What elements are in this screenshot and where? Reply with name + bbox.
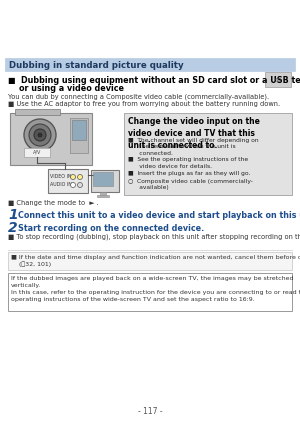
Text: ■ To stop recording (dubbing), stop playback on this unit after stopping recordi: ■ To stop recording (dubbing), stop play… <box>8 234 300 240</box>
Text: ■  Dubbing using equipment without an SD card slot or a USB terminal,: ■ Dubbing using equipment without an SD … <box>8 76 300 85</box>
Text: ■ Change the mode to  ► .: ■ Change the mode to ► . <box>8 200 99 206</box>
Bar <box>15 109 60 115</box>
Bar <box>48 169 88 193</box>
Text: Connect this unit to a video device and start playback on this unit.: Connect this unit to a video device and … <box>18 211 300 220</box>
Bar <box>5 58 295 71</box>
Text: Dubbing in standard picture quality: Dubbing in standard picture quality <box>9 61 184 70</box>
Bar <box>97 195 109 197</box>
Bar <box>91 170 119 192</box>
Bar <box>10 113 92 165</box>
Text: 1: 1 <box>8 208 18 222</box>
Text: Start recording on the connected device.: Start recording on the connected device. <box>18 224 204 233</box>
Circle shape <box>77 175 83 179</box>
Bar <box>24 148 50 157</box>
Text: ■  See the operating instructions of the
      video device for details.: ■ See the operating instructions of the … <box>128 157 248 169</box>
Text: 2: 2 <box>8 221 18 235</box>
Bar <box>8 273 292 311</box>
Bar <box>72 120 86 140</box>
Circle shape <box>70 175 76 179</box>
Circle shape <box>34 129 46 141</box>
Bar <box>8 252 292 270</box>
Text: Change the video input on the
video device and TV that this
unit is connected to: Change the video input on the video devi… <box>128 117 260 150</box>
Text: ■ Use the AC adaptor to free you from worrying about the battery running down.: ■ Use the AC adaptor to free you from wo… <box>8 101 280 107</box>
Text: - 117 -: - 117 - <box>138 407 162 416</box>
Bar <box>93 172 113 186</box>
Bar <box>100 192 106 195</box>
Text: VIDEO IN: VIDEO IN <box>50 175 71 179</box>
Circle shape <box>38 133 42 137</box>
Text: ■  Insert the plugs as far as they will go.: ■ Insert the plugs as far as they will g… <box>128 171 250 176</box>
Bar <box>124 113 292 195</box>
Circle shape <box>24 119 56 151</box>
Text: ■  The channel set will differ depending on
      the terminal to which the unit: ■ The channel set will differ depending … <box>128 138 259 156</box>
Text: ○  Composite video cable (commercially-
      available): ○ Composite video cable (commercially- a… <box>128 179 253 190</box>
Circle shape <box>70 182 76 187</box>
Bar <box>265 72 291 87</box>
Text: A/V: A/V <box>33 150 41 155</box>
Text: or using a video device: or using a video device <box>8 84 124 93</box>
Text: You can dub by connecting a Composite video cable (commercially-available).: You can dub by connecting a Composite vi… <box>8 94 269 100</box>
Text: SD: SD <box>274 78 282 83</box>
Text: If the dubbed images are played back on a wide-screen TV, the images may be stre: If the dubbed images are played back on … <box>11 276 300 302</box>
Text: AUDIO IN: AUDIO IN <box>50 182 72 187</box>
Circle shape <box>77 182 83 187</box>
Circle shape <box>29 124 51 146</box>
Text: ■ If the date and time display and function indication are not wanted, cancel th: ■ If the date and time display and funct… <box>11 255 300 268</box>
Bar <box>70 118 88 153</box>
